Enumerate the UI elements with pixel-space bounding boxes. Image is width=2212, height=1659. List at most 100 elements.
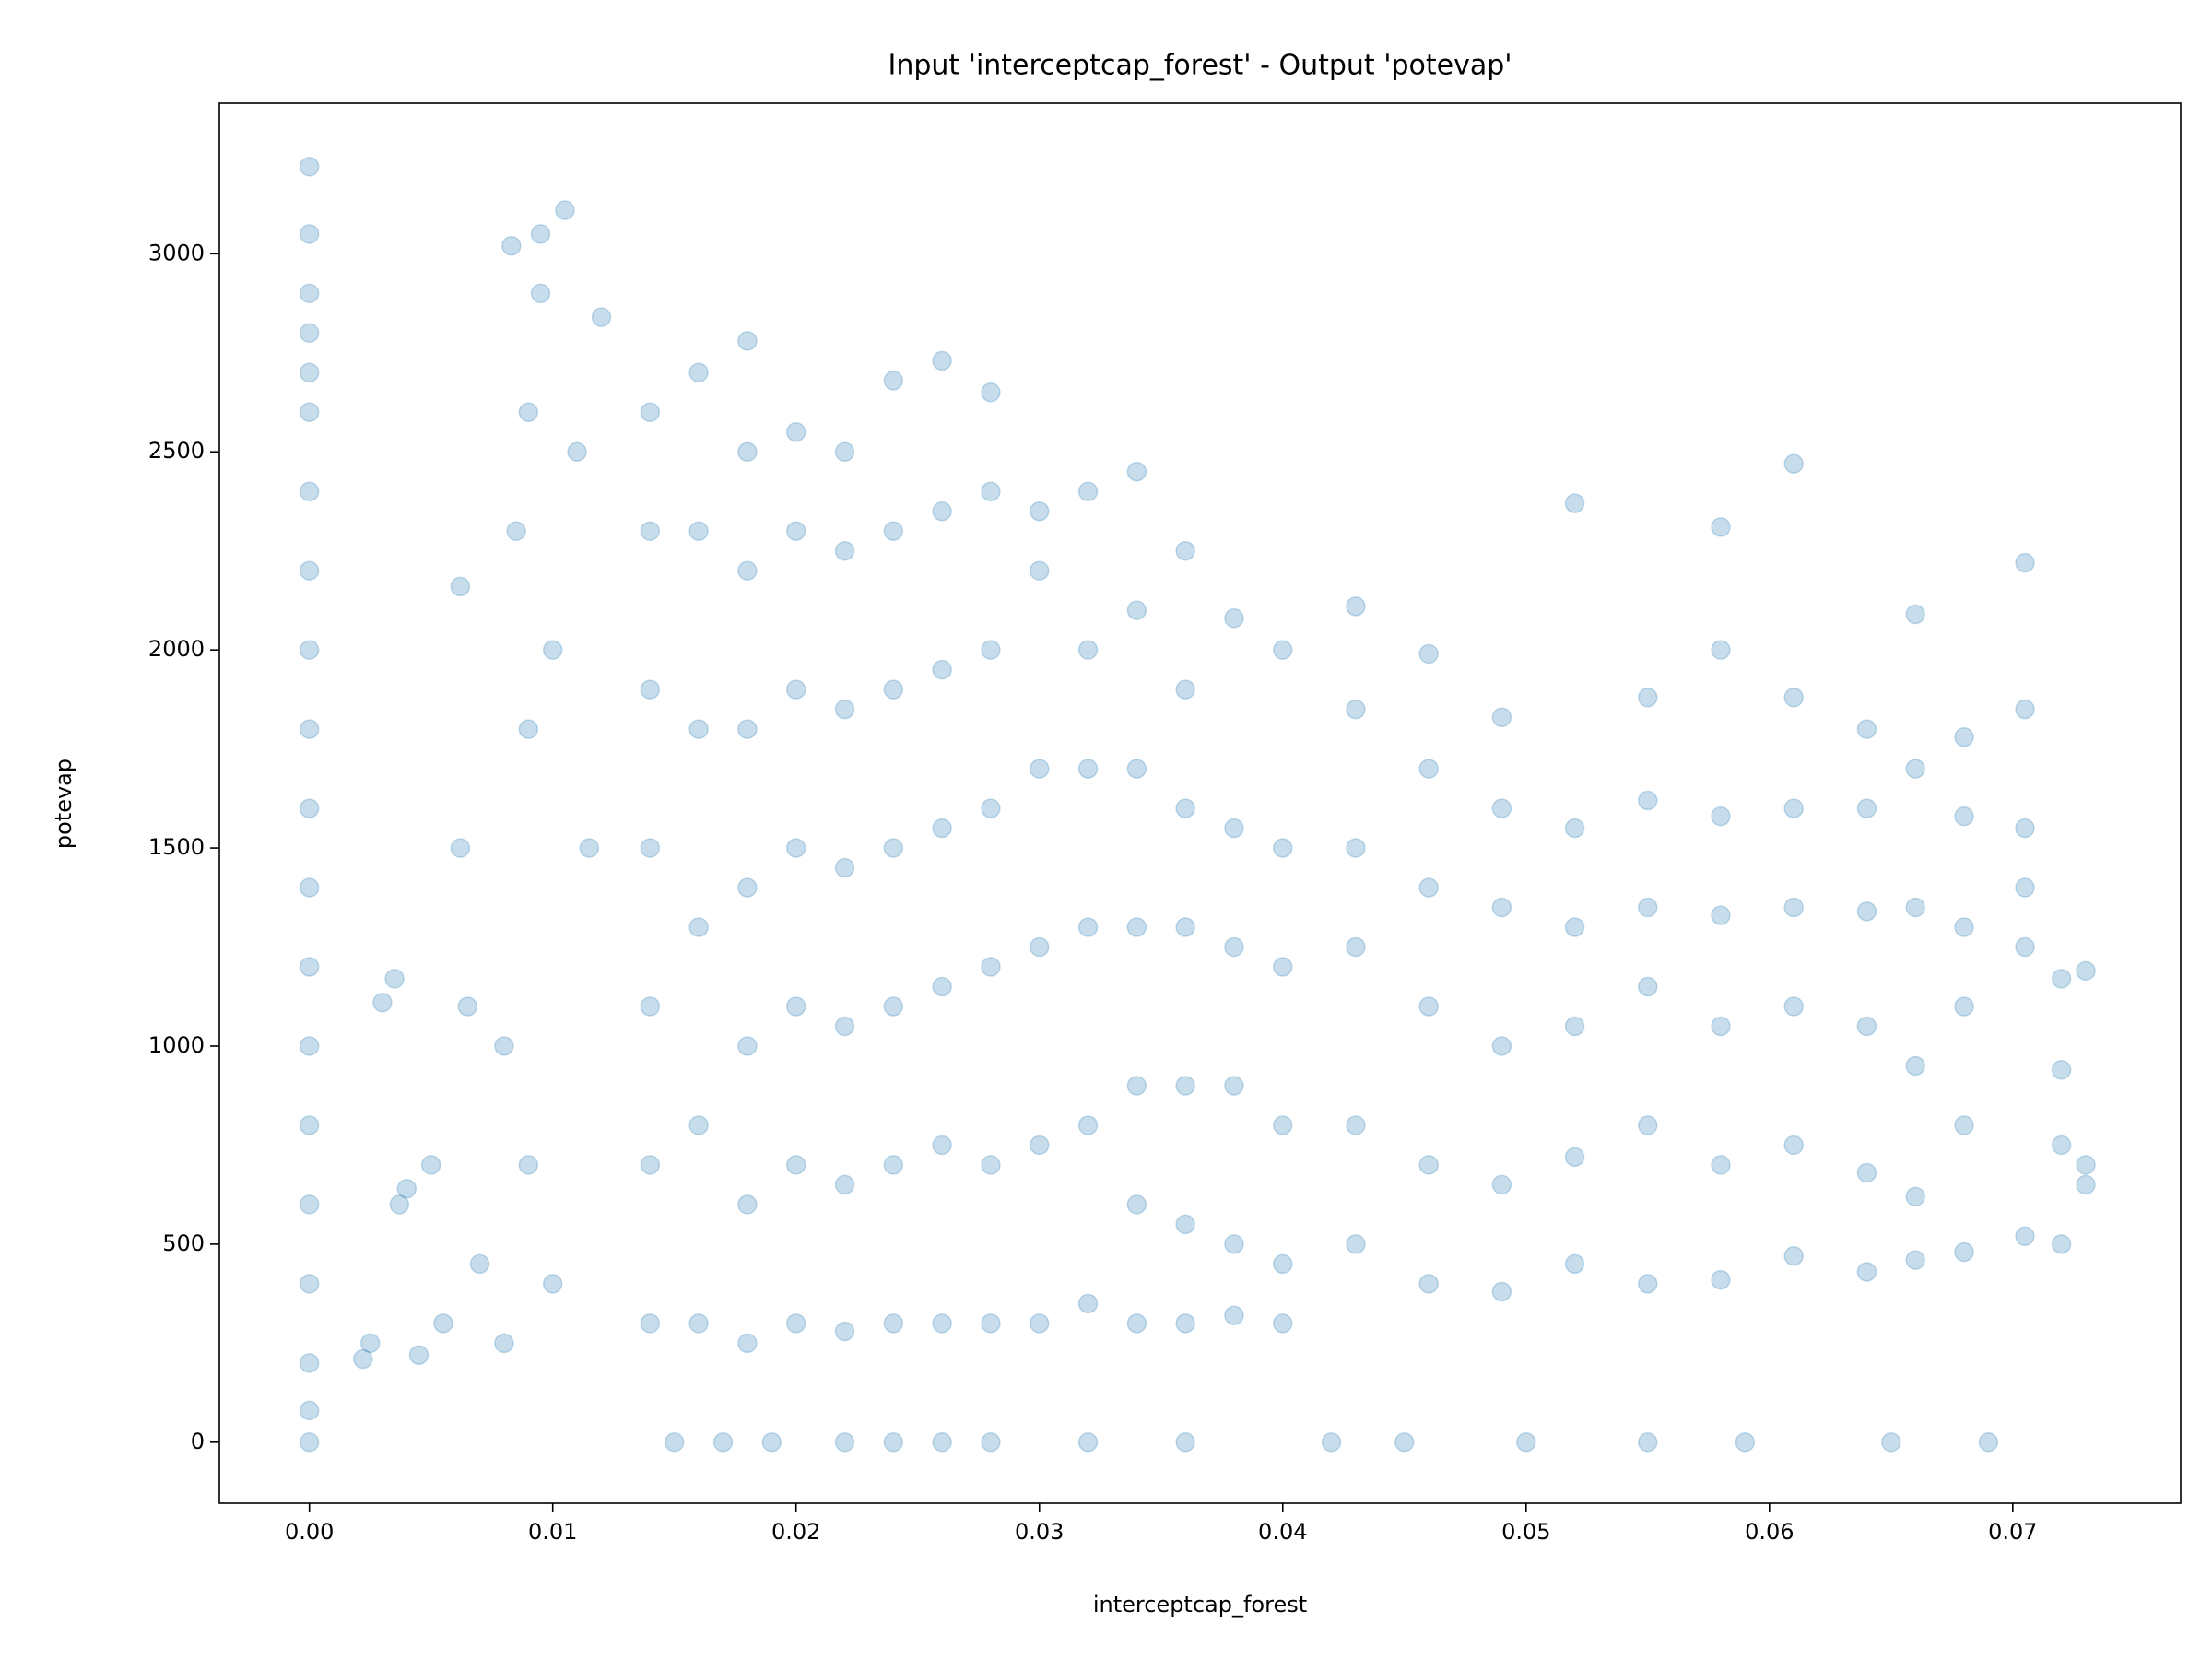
point	[1856, 1162, 1877, 1183]
point	[640, 996, 661, 1017]
point	[1564, 1147, 1585, 1168]
point	[567, 441, 587, 462]
point	[299, 877, 320, 898]
point	[1905, 1250, 1925, 1270]
point	[1175, 1313, 1195, 1334]
point	[299, 1274, 320, 1294]
point	[299, 323, 320, 344]
point	[1905, 1186, 1925, 1207]
point	[688, 521, 709, 541]
point	[518, 402, 539, 423]
point	[555, 200, 575, 220]
point	[932, 500, 952, 522]
point	[1418, 643, 1439, 665]
point	[640, 838, 661, 858]
point	[1394, 1432, 1415, 1453]
point	[1954, 726, 1974, 747]
point	[1711, 517, 1731, 537]
point	[1491, 1281, 1512, 1302]
point	[353, 1348, 373, 1370]
point	[450, 576, 471, 597]
point	[1175, 540, 1195, 561]
point	[2015, 936, 2035, 958]
point	[299, 1353, 320, 1373]
point	[688, 1313, 709, 1334]
point	[981, 382, 1001, 403]
point	[1783, 1246, 1804, 1266]
point	[1954, 1115, 1974, 1135]
point	[785, 521, 806, 541]
point	[1346, 1115, 1366, 1135]
point	[981, 798, 1001, 818]
point	[1077, 1432, 1099, 1453]
y-tick-label: 500	[162, 1230, 205, 1256]
point	[785, 422, 806, 442]
point	[981, 640, 1001, 660]
point	[1856, 798, 1877, 818]
point	[1711, 640, 1731, 660]
point	[688, 362, 709, 383]
point	[2015, 1226, 2035, 1247]
point	[640, 1313, 661, 1334]
point	[494, 1036, 514, 1056]
point	[1224, 608, 1244, 629]
point	[1175, 917, 1195, 937]
point	[1346, 838, 1366, 858]
point	[1224, 818, 1244, 839]
y-tick-label: 1500	[148, 834, 205, 860]
point	[1978, 1432, 1999, 1453]
point	[1491, 1174, 1512, 1195]
point	[2076, 1155, 2096, 1175]
point	[737, 877, 758, 898]
point	[834, 857, 855, 878]
point	[299, 481, 320, 501]
point	[785, 1155, 806, 1175]
point	[1711, 1155, 1731, 1175]
point	[1564, 493, 1585, 513]
point	[1077, 481, 1099, 501]
point	[1783, 1135, 1804, 1156]
point	[494, 1333, 514, 1354]
y-tick-label: 2500	[148, 438, 205, 464]
point	[1029, 1313, 1050, 1334]
point	[981, 481, 1001, 501]
point	[1273, 1313, 1293, 1334]
point	[1856, 901, 1877, 922]
point	[737, 331, 758, 351]
point	[2015, 818, 2035, 839]
x-tick-label: 0.03	[1015, 1519, 1064, 1545]
point	[1224, 1305, 1244, 1326]
y-tick-label: 2000	[148, 636, 205, 662]
point	[299, 157, 320, 177]
point	[518, 1155, 539, 1175]
point	[1126, 600, 1147, 620]
point	[1905, 1055, 1925, 1077]
point	[2015, 552, 2035, 573]
point	[1638, 1432, 1658, 1453]
point	[359, 1333, 381, 1354]
point	[299, 1036, 320, 1056]
point	[932, 1135, 952, 1156]
point	[1856, 1016, 1877, 1037]
point	[457, 996, 478, 1017]
point	[2076, 960, 2096, 982]
point	[737, 1036, 758, 1056]
point	[396, 1178, 418, 1199]
point	[389, 1194, 410, 1215]
point	[1881, 1432, 1901, 1453]
point	[1126, 759, 1147, 779]
point	[1516, 1432, 1536, 1453]
chart-title: Input 'interceptcap_forest' - Output 'po…	[888, 50, 1512, 82]
point	[1346, 699, 1366, 720]
point	[883, 838, 904, 858]
point	[1175, 679, 1195, 700]
point	[932, 659, 952, 680]
point	[1321, 1432, 1342, 1453]
point	[1418, 996, 1439, 1017]
x-tick-label: 0.01	[528, 1519, 577, 1545]
point	[1711, 1016, 1731, 1037]
point	[299, 957, 320, 977]
point	[1126, 1194, 1147, 1215]
point	[1126, 1313, 1147, 1334]
point	[1126, 1076, 1147, 1096]
